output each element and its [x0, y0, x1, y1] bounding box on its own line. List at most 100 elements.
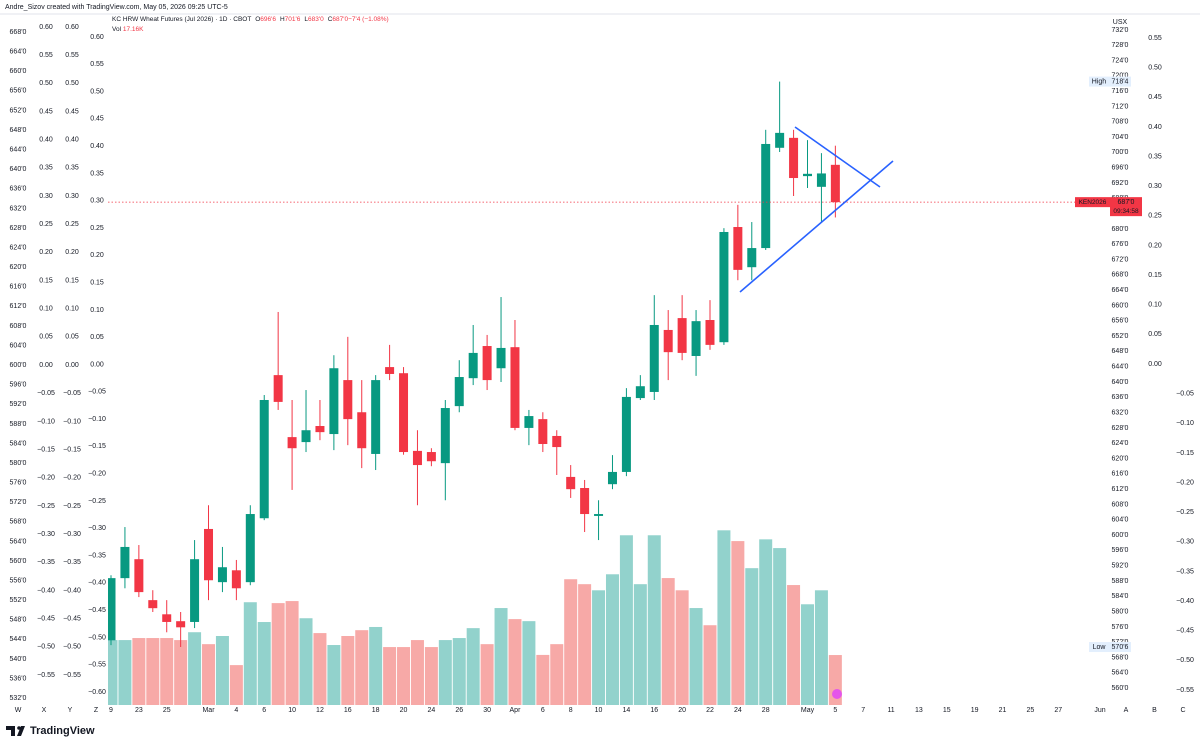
- axis-tick-label: 572'0: [10, 499, 27, 506]
- x-tick-label: 16: [650, 707, 658, 714]
- volume-bar: [424, 647, 438, 705]
- axis-tick-label: 0.05: [39, 334, 53, 341]
- axis-tick-label: 636'0: [10, 186, 27, 193]
- axis-tick-label: 0.15: [90, 279, 104, 286]
- x-tick-label: 4: [234, 707, 238, 714]
- event-icon[interactable]: [832, 689, 842, 699]
- x-tick-label: 25: [1026, 707, 1034, 714]
- legend-key: L: [304, 16, 308, 23]
- volume-bar: [773, 548, 787, 705]
- low-value-box: [1109, 642, 1131, 653]
- candle-body: [635, 386, 645, 399]
- y-tick-label: 676'0: [1112, 241, 1129, 248]
- y-tick-label: 628'0: [1112, 425, 1129, 432]
- logo-dot: [17, 726, 21, 730]
- y-tick-label: 708'0: [1112, 119, 1129, 126]
- volume-bar: [536, 654, 550, 705]
- x-tick-label: 10: [288, 707, 296, 714]
- axis-tick-label: −0.20: [1176, 479, 1194, 486]
- axis-tick-label: 0.50: [39, 80, 53, 87]
- axis-tick-label: 0.35: [1148, 153, 1162, 160]
- candle-body: [329, 368, 339, 435]
- countdown: 09:34:58: [1113, 208, 1139, 215]
- candle-body: [245, 514, 255, 583]
- volume-bar: [118, 640, 132, 705]
- axis-tick-label: −0.35: [63, 559, 81, 566]
- axis-tick-label: 628'0: [10, 225, 27, 232]
- candle-body: [482, 346, 492, 381]
- x-tick-label: 20: [400, 707, 408, 714]
- y-tick-label: 724'0: [1112, 57, 1129, 64]
- axis-tick-label: 0.15: [39, 277, 53, 284]
- axis-tick-label: 0.55: [1148, 35, 1162, 42]
- trend-line: [739, 160, 894, 293]
- axis-tick-label: 0.60: [90, 34, 104, 41]
- axis-tick-label: 0.20: [1148, 242, 1162, 249]
- axis-tick-label: 600'0: [10, 362, 27, 369]
- y-tick-label: 640'0: [1112, 379, 1129, 386]
- axis-tick-label: 0.30: [65, 193, 79, 200]
- axis-tick-label: −0.15: [63, 446, 81, 453]
- candle-body: [830, 164, 840, 203]
- candle-body: [287, 437, 297, 449]
- candle-body: [399, 373, 409, 453]
- axis-letter: Y: [68, 707, 73, 714]
- axis-tick-label: 0.05: [90, 334, 104, 341]
- y-tick-label: 680'0: [1112, 226, 1129, 233]
- volume-bar: [605, 574, 619, 705]
- axis-tick-label: 544'0: [10, 636, 27, 643]
- axis-tick-label: 0.40: [1148, 124, 1162, 131]
- volume-name: Vol: [112, 26, 122, 33]
- axis-tick-label: 564'0: [10, 538, 27, 545]
- axis-letter: W: [15, 707, 22, 714]
- y-tick-label: 704'0: [1112, 134, 1129, 141]
- volume-bar: [759, 539, 773, 705]
- candle-body: [566, 476, 576, 490]
- candle-body: [733, 227, 743, 270]
- axis-tick-label: −0.30: [37, 531, 55, 538]
- price-box: [1110, 197, 1142, 217]
- candle-body: [621, 396, 631, 472]
- candle-body: [204, 528, 214, 581]
- axis-tick-label: −0.50: [37, 644, 55, 651]
- axis-tick-label: 0.25: [90, 225, 104, 232]
- x-tick-label: 28: [762, 707, 770, 714]
- volume-bar: [633, 584, 647, 705]
- candle-body: [301, 430, 311, 443]
- volume-bar: [731, 541, 745, 705]
- axis-tick-label: 540'0: [10, 656, 27, 663]
- candle-body: [385, 367, 395, 374]
- candle-body: [108, 578, 116, 641]
- volume-bar: [703, 625, 717, 705]
- volume-bar: [174, 640, 188, 705]
- x-tick-label: 16: [344, 707, 352, 714]
- axis-tick-label: −0.55: [88, 662, 106, 669]
- candle-body: [705, 320, 715, 345]
- volume-bar: [578, 584, 592, 705]
- x-tick-label: 25: [163, 707, 171, 714]
- x-tick-label: 6: [541, 707, 545, 714]
- low-box: [1089, 642, 1109, 653]
- axis-tick-label: 0.25: [65, 221, 79, 228]
- y-tick-label: 652'0: [1112, 333, 1129, 340]
- axis-tick-label: 608'0: [10, 323, 27, 330]
- y-tick-label: 732'0: [1112, 27, 1129, 34]
- candle-body: [524, 416, 534, 428]
- axis-tick-label: 560'0: [10, 558, 27, 565]
- volume-bar: [271, 603, 285, 705]
- candle-body: [176, 621, 186, 628]
- x-tick-label: 27: [1054, 707, 1062, 714]
- axis-tick-label: −0.30: [63, 531, 81, 538]
- axis-letter: X: [42, 707, 47, 714]
- axis-letter: A: [1124, 707, 1129, 714]
- axis-tick-label: 604'0: [10, 342, 27, 349]
- y-tick-label: 560'0: [1112, 685, 1129, 692]
- y-tick-label: 616'0: [1112, 471, 1129, 478]
- volume-bar: [787, 585, 801, 705]
- axis-tick-label: 576'0: [10, 480, 27, 487]
- y-tick-label: 664'0: [1112, 287, 1129, 294]
- x-tick-label: 8: [569, 707, 573, 714]
- axis-tick-label: −0.50: [63, 644, 81, 651]
- candle-body: [412, 450, 422, 466]
- axis-tick-label: −0.50: [88, 634, 106, 641]
